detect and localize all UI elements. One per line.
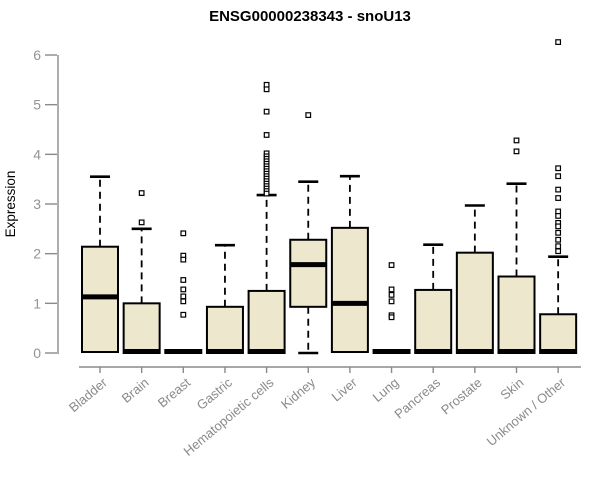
outlier-point: [388, 291, 395, 298]
outlier-point: [555, 248, 562, 255]
x-category-label: Kidney: [278, 374, 318, 411]
box-group: [289, 112, 328, 355]
outlier-point: [180, 286, 187, 293]
outlier-point: [180, 256, 187, 263]
y-tick-label: 3: [33, 196, 41, 212]
iqr-box: [414, 288, 453, 355]
iqr-box: [122, 302, 161, 355]
box-group: [497, 137, 536, 355]
outlier-point: [388, 286, 395, 293]
outlier-point: [555, 186, 562, 193]
outlier-point: [180, 277, 187, 283]
outlier-point: [138, 219, 145, 226]
outlier-point: [263, 86, 270, 93]
outlier-point: [555, 39, 562, 45]
outlier-point: [555, 229, 562, 236]
x-category-label: Liver: [329, 374, 361, 404]
x-category-label: Skin: [497, 375, 526, 403]
outlier-point: [555, 213, 562, 219]
outlier-point: [180, 293, 187, 300]
x-category-label: Unknown / Other: [484, 374, 569, 449]
box-series: [81, 39, 578, 355]
iqr-box: [497, 275, 536, 355]
x-category-label: Breast: [155, 375, 194, 411]
x-category-label: Lung: [370, 375, 402, 405]
y-tick-label: 4: [33, 146, 41, 162]
outlier-point: [388, 314, 395, 321]
iqr-box: [247, 289, 286, 355]
y-axis-label: Expression: [3, 171, 18, 238]
y-tick-label: 1: [33, 295, 41, 311]
iqr-box: [289, 238, 328, 308]
y-tick-label: 0: [33, 345, 41, 361]
outlier-point: [555, 236, 562, 243]
outlier-point: [513, 137, 520, 144]
box-group: [164, 230, 203, 355]
box-group: [122, 190, 161, 355]
outlier-point: [555, 195, 562, 201]
outlier-point: [263, 108, 270, 115]
box-group: [247, 81, 286, 355]
x-category-label: Pancreas: [391, 374, 443, 421]
box-group: [81, 175, 119, 354]
y-tick-label: 2: [33, 246, 41, 262]
iqr-box: [539, 313, 578, 355]
outlier-point: [513, 148, 520, 155]
iqr-box: [205, 305, 244, 354]
outlier-point: [180, 230, 187, 237]
y-tick-label: 5: [33, 97, 41, 113]
outlier-point: [263, 190, 270, 197]
outlier-point: [555, 165, 562, 172]
outlier-point: [138, 190, 145, 196]
outlier-point: [388, 262, 395, 268]
x-category-label: Brain: [119, 375, 152, 406]
outlier-point: [263, 132, 270, 138]
outlier-point: [555, 243, 562, 250]
outlier-point: [555, 173, 562, 180]
box-group: [539, 39, 578, 355]
iqr-box: [455, 251, 494, 354]
outlier-point: [305, 112, 312, 118]
x-category-label: Bladder: [66, 374, 110, 415]
outlier-point: [555, 223, 562, 230]
box-group: [372, 262, 411, 355]
outlier-point: [180, 311, 187, 318]
box-group: [330, 174, 369, 354]
iqr-box: [330, 226, 369, 354]
y-tick-label: 6: [33, 47, 41, 63]
box-group: [455, 204, 494, 355]
outlier-point: [180, 298, 187, 305]
x-category-label: Prostate: [438, 375, 485, 418]
box-group: [414, 243, 453, 355]
outlier-point: [388, 298, 395, 305]
chart-title: ENSG00000238343 - snoU13: [209, 8, 411, 25]
box-group: [205, 243, 244, 355]
